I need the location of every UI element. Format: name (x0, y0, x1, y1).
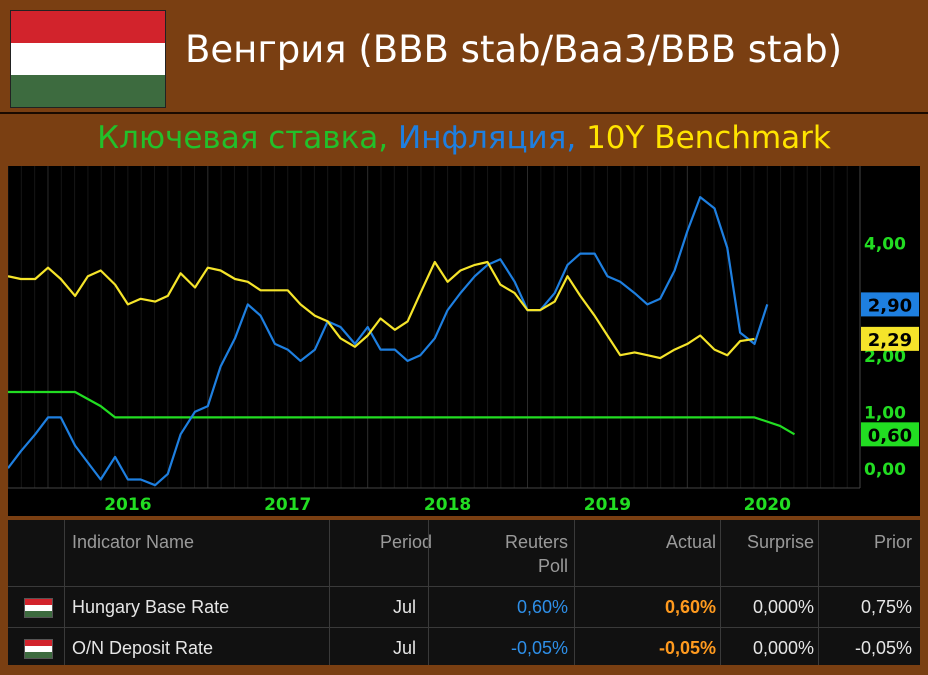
y-tick-label: 4,00 (864, 234, 906, 254)
chart-subtitle: Ключевая ставка, Инфляция, 10Y Benchmark (0, 114, 928, 162)
header-surprise[interactable]: Surprise (746, 532, 814, 552)
hungary-flag-icon (24, 598, 53, 618)
column-divider (818, 520, 819, 665)
table-header-row: Indicator Name Period Reuters Poll Actua… (8, 520, 920, 586)
y-tick-label: 0,00 (864, 460, 906, 480)
x-tick-label: 2016 (104, 495, 151, 515)
last-value-label-inflation: 2,90 (868, 295, 912, 316)
subtitle-benchmark: 10Y Benchmark (586, 120, 831, 156)
x-tick-label: 2019 (584, 495, 631, 515)
subtitle-base-rate: Ключевая ставка, (97, 120, 389, 156)
last-value-label-bond_10y: 2,29 (868, 330, 912, 351)
y-tick-label: 1,00 (864, 404, 906, 424)
indicator-prior: 0,75% (860, 596, 912, 617)
indicator-actual: 0,60% (664, 596, 716, 617)
indicator-prior: -0,05% (854, 637, 912, 658)
column-divider (574, 520, 575, 665)
divider (8, 627, 920, 628)
divider (8, 586, 920, 587)
series-line-inflation (8, 196, 769, 487)
y-tick-label: 2,00 (864, 347, 906, 367)
chart-panel: 2016 2017 2018 2019 2020 0,00 1,00 2,00 4,00 0,60… (8, 166, 920, 516)
column-divider (329, 520, 330, 665)
indicator-period: Jul (392, 637, 416, 658)
header-prior[interactable]: Prior (873, 532, 912, 552)
series-line-bond_10y (8, 260, 755, 360)
header-indicator-name[interactable]: Indicator Name (72, 532, 195, 552)
header-period[interactable]: Period (379, 532, 432, 552)
last-value-badge-base_rate (861, 422, 919, 447)
indicator-poll: 0,60% (516, 596, 568, 617)
indicator-name: O/N Deposit Rate (72, 637, 214, 658)
x-tick-label: 2020 (744, 495, 791, 515)
indicator-period: Jul (392, 596, 416, 617)
column-divider (720, 520, 721, 665)
table-row[interactable]: Hungary Base Rate Jul 0,60% 0,60% 0,000%… (8, 587, 920, 627)
hungary-flag-icon (24, 639, 53, 659)
indicators-table: Indicator Name Period Reuters Poll Actua… (8, 520, 920, 665)
header-reuters-poll[interactable]: Reuters Poll (504, 532, 568, 576)
column-divider (428, 520, 429, 665)
indicator-actual: -0,05% (658, 637, 716, 658)
header: Венгрия (BBB stab/Baa3/BBB stab) (0, 0, 928, 114)
hungary-flag-icon (10, 10, 166, 108)
last-value-badge-bond_10y (861, 326, 919, 351)
indicator-surprise: 0,000% (752, 596, 814, 617)
series-line-base_rate (8, 390, 796, 436)
indicator-poll: -0,05% (510, 637, 568, 658)
x-tick-label: 2017 (264, 495, 311, 515)
indicator-name: Hungary Base Rate (72, 596, 230, 617)
line-chart: 2016 2017 2018 2019 2020 0,00 1,00 2,00 4,00 0,60… (8, 166, 920, 516)
last-value-label-base_rate: 0,60 (868, 425, 912, 446)
table-row[interactable]: O/N Deposit Rate Jul -0,05% -0,05% 0,000… (8, 628, 920, 668)
column-divider (64, 520, 65, 665)
indicator-surprise: 0,000% (752, 637, 814, 658)
last-value-badge-inflation (861, 292, 919, 317)
x-tick-label: 2018 (424, 495, 471, 515)
header-actual[interactable]: Actual (665, 532, 716, 552)
page-title: Венгрия (BBB stab/Baa3/BBB stab) (185, 28, 843, 71)
subtitle-inflation: Инфляция, (398, 120, 577, 156)
